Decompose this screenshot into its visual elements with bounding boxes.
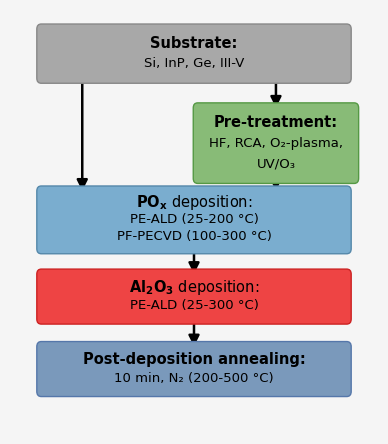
Text: $\mathbf{Al_2O_3}$ deposition:: $\mathbf{Al_2O_3}$ deposition: bbox=[129, 278, 259, 297]
FancyBboxPatch shape bbox=[193, 103, 359, 183]
Text: PE-ALD (25-300 °C): PE-ALD (25-300 °C) bbox=[130, 299, 258, 313]
Text: Post-deposition annealing:: Post-deposition annealing: bbox=[83, 352, 305, 367]
Text: $\mathbf{PO_x}$ deposition:: $\mathbf{PO_x}$ deposition: bbox=[136, 194, 252, 212]
FancyBboxPatch shape bbox=[37, 269, 351, 324]
Text: Si, InP, Ge, III-V: Si, InP, Ge, III-V bbox=[144, 57, 244, 70]
Text: UV/O₃: UV/O₃ bbox=[256, 157, 295, 170]
Text: 10 min, N₂ (200-500 °C): 10 min, N₂ (200-500 °C) bbox=[114, 372, 274, 385]
Text: Pre-treatment:: Pre-treatment: bbox=[214, 115, 338, 130]
FancyBboxPatch shape bbox=[37, 341, 351, 396]
Text: PE-ALD (25-200 °C): PE-ALD (25-200 °C) bbox=[130, 214, 258, 226]
FancyBboxPatch shape bbox=[37, 186, 351, 254]
Text: HF, RCA, O₂-plasma,: HF, RCA, O₂-plasma, bbox=[209, 137, 343, 150]
Text: PF-PECVD (100-300 °C): PF-PECVD (100-300 °C) bbox=[116, 230, 272, 243]
Text: Substrate:: Substrate: bbox=[150, 36, 238, 51]
FancyBboxPatch shape bbox=[37, 24, 351, 83]
